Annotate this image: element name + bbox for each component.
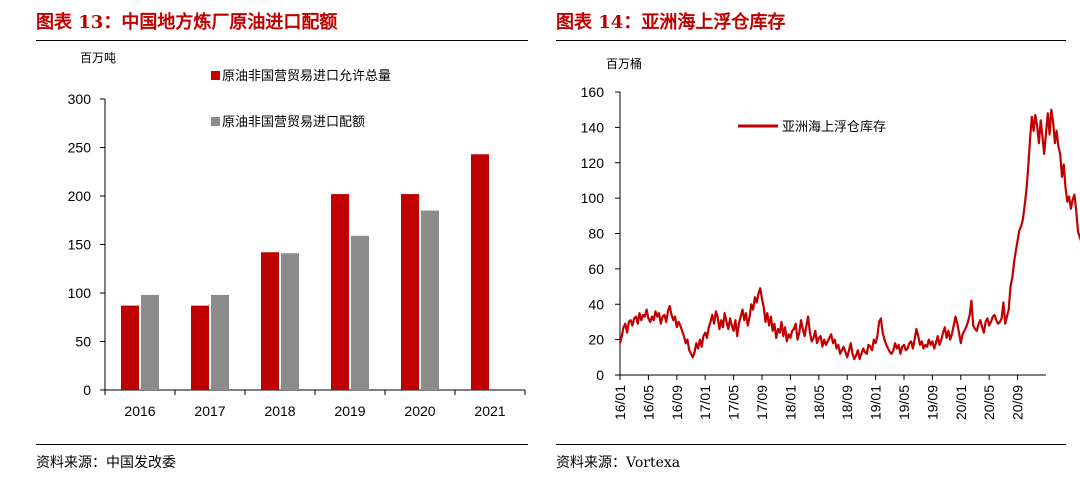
x-tick-label: 17/05 <box>726 385 742 420</box>
y-tick-label: 20 <box>588 332 604 348</box>
y-unit-label: 百万吨 <box>80 51 116 65</box>
floating-storage-line-chart: 百万桶 0 20 40 60 80 100 120 140 160 16/01 16/05 16/09 1… <box>581 56 1080 420</box>
right-chart-panel: 图表 14：亚洲海上浮仓库存 百万桶 0 20 40 60 80 100 120 140 160 1… <box>546 0 1080 485</box>
quota-bar-chart: 百万吨 0 50 100 150 200 250 300 2016 2017 2018 2019 202… <box>68 51 526 419</box>
legend-label: 亚洲海上浮仓库存 <box>782 119 886 135</box>
x-tick-label: 2020 <box>404 403 435 419</box>
bar <box>401 194 419 390</box>
y-tick-label: 140 <box>581 119 605 135</box>
x-tick-label: 18/05 <box>811 385 827 420</box>
x-tick-label: 17/01 <box>697 385 713 420</box>
y-tick-label: 200 <box>68 188 92 204</box>
y-tick-label: 0 <box>596 367 604 383</box>
y-tick-label: 250 <box>68 140 92 156</box>
x-tick-label: 18/09 <box>839 385 855 420</box>
left-source-note: 资料来源：中国发改委 <box>36 455 176 471</box>
title-rule <box>556 40 1066 41</box>
y-tick-label: 300 <box>68 91 92 107</box>
right-source-note: 资料来源：Vortexa <box>556 455 681 471</box>
x-tick-label: 20/05 <box>981 385 997 420</box>
x-tick-label: 2016 <box>124 403 155 419</box>
x-tick-label: 2019 <box>334 403 365 419</box>
x-tick-label: 19/01 <box>868 385 884 420</box>
legend-label: 原油非国营贸易进口允许总量 <box>222 68 391 84</box>
y-tick-label: 150 <box>68 237 92 253</box>
x-tick-label: 2018 <box>264 403 295 419</box>
y-tick-label: 160 <box>581 84 605 100</box>
bar <box>191 305 209 390</box>
x-tick-label: 19/09 <box>924 385 940 420</box>
bar <box>421 210 439 390</box>
legend-swatch <box>211 71 220 80</box>
x-tick-label: 16/01 <box>612 385 628 420</box>
bar <box>281 253 299 390</box>
y-tick-label: 40 <box>588 296 604 312</box>
y-tick-label: 80 <box>588 226 604 242</box>
x-tick-label: 2017 <box>194 403 225 419</box>
x-tick-label: 16/09 <box>669 385 685 420</box>
y-tick-label: 120 <box>581 155 605 171</box>
bar <box>211 294 229 390</box>
bar <box>471 154 489 390</box>
y-tick-label: 100 <box>68 285 92 301</box>
x-tick-label: 2021 <box>474 403 505 419</box>
y-tick-label: 0 <box>83 382 91 398</box>
bar <box>141 294 159 390</box>
y-unit-label: 百万桶 <box>606 56 642 71</box>
x-tick-label: 20/09 <box>1010 385 1026 420</box>
bar <box>351 235 369 390</box>
x-tick-label: 16/05 <box>640 385 656 420</box>
x-tick-label: 17/09 <box>754 385 770 420</box>
right-chart-title: 图表 14：亚洲海上浮仓库存 <box>556 12 786 33</box>
legend-label: 原油非国营贸易进口配额 <box>222 115 365 130</box>
x-tick-label: 20/01 <box>953 385 969 420</box>
legend-swatch <box>211 117 220 126</box>
source-rule <box>556 444 1066 445</box>
source-rule <box>36 444 528 445</box>
left-chart-panel: 图表 13：中国地方炼厂原油进口配额 百万吨 0 50 100 150 200 250 300… <box>0 0 538 485</box>
y-tick-label: 60 <box>588 261 604 277</box>
y-tick-label: 100 <box>581 190 605 206</box>
y-tick-label: 50 <box>75 334 91 350</box>
series-line <box>618 108 1080 361</box>
left-chart-title: 图表 13：中国地方炼厂原油进口配额 <box>36 12 338 33</box>
x-tick-label: 18/01 <box>782 385 798 420</box>
title-rule <box>36 40 528 41</box>
x-tick-label: 19/05 <box>896 385 912 420</box>
bar <box>331 194 349 390</box>
bar <box>121 305 139 390</box>
bar <box>261 252 279 390</box>
